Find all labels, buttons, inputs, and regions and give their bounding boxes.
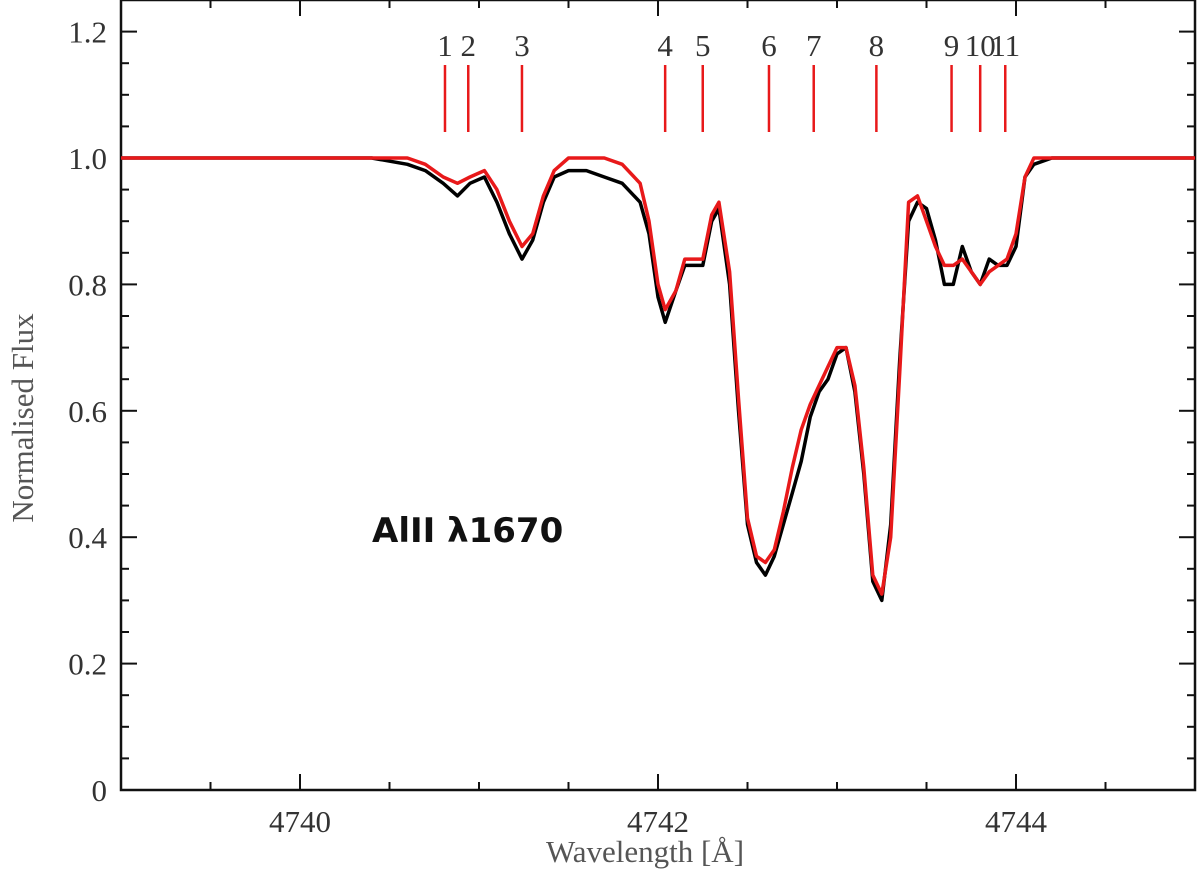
x-tick-label: 4744 <box>985 804 1048 839</box>
y-tick-label: 1.0 <box>68 141 107 176</box>
component-label-7: 7 <box>806 28 822 63</box>
y-tick-label: 0.8 <box>68 267 107 302</box>
series-group <box>121 156 1195 603</box>
component-label-5: 5 <box>695 28 711 63</box>
component-label-8: 8 <box>869 28 885 63</box>
component-label-4: 4 <box>657 28 673 63</box>
observed-spectrum-line <box>121 156 1195 603</box>
x-axis-title: Wavelength [Å] <box>546 834 744 869</box>
component-label-11: 11 <box>990 28 1020 63</box>
component-label-3: 3 <box>514 28 530 63</box>
x-tick-label: 4740 <box>269 804 331 839</box>
model-fit-line <box>121 156 1195 596</box>
y-axis-title: Normalised Flux <box>5 313 40 523</box>
y-tick-label: 0 <box>92 773 108 808</box>
x-tick-label: 4742 <box>627 804 689 839</box>
component-label-1: 1 <box>437 28 453 63</box>
y-tick-label: 1.2 <box>68 15 107 50</box>
component-label-6: 6 <box>761 28 777 63</box>
component-label-2: 2 <box>461 28 477 63</box>
y-axis: 0 0.2 0.4 0.6 0.8 1.0 1.2 <box>68 0 1195 808</box>
component-label-9: 9 <box>944 28 960 63</box>
annotation-label: AlII λ1670 <box>372 511 563 551</box>
y-tick-label: 0.4 <box>68 520 107 555</box>
component-label-10: 10 <box>965 28 996 63</box>
y-tick-label: 0.2 <box>68 647 107 682</box>
plot-frame <box>119 0 1197 792</box>
y-tick-label: 0.6 <box>68 394 107 429</box>
x-axis: 4740 4742 4744 <box>120 0 1196 839</box>
